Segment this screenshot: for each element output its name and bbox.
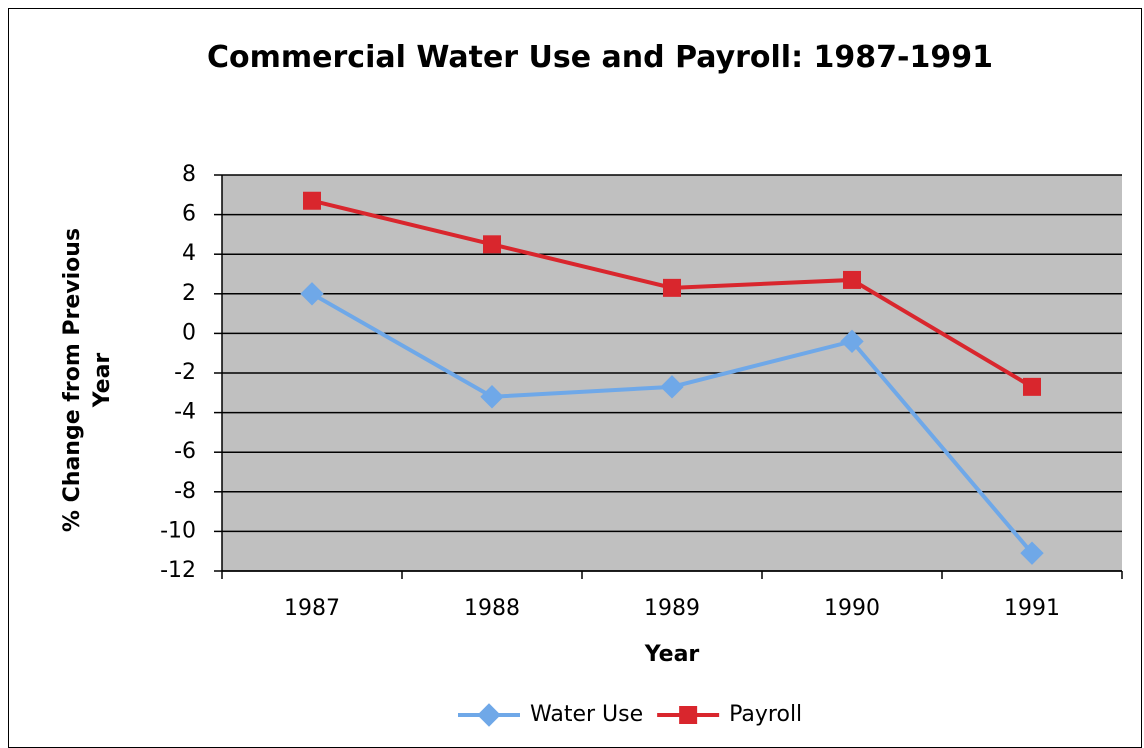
- data-point: [660, 375, 684, 399]
- data-point: [303, 191, 321, 210]
- y-tick-label: -6: [174, 439, 196, 464]
- data-point: [1020, 541, 1044, 565]
- y-tick-label: -2: [174, 360, 196, 385]
- y-tick-label: -10: [160, 518, 196, 543]
- x-tick-label: 1987: [284, 596, 340, 621]
- legend-marker: [679, 706, 698, 724]
- chart-title: Commercial Water Use and Payroll: 1987-1…: [207, 40, 993, 75]
- y-tick-label: 6: [182, 202, 196, 227]
- legend-label: Payroll: [729, 702, 802, 727]
- y-tick-label: -8: [174, 479, 196, 504]
- y-tick-label: 2: [182, 281, 196, 306]
- y-axis-label: % Change from Previous Year: [60, 227, 115, 533]
- x-tick-label: 1989: [644, 596, 700, 621]
- x-axis-label: Year: [644, 642, 700, 667]
- data-point: [843, 270, 861, 289]
- x-tick-label: 1991: [1004, 596, 1060, 621]
- legend-label: Water Use: [530, 702, 643, 727]
- data-point: [480, 385, 504, 409]
- data-point: [1023, 377, 1041, 396]
- data-point: [483, 235, 501, 254]
- data-point: [840, 329, 864, 354]
- data-point: [300, 282, 324, 306]
- legend-marker: [477, 703, 501, 727]
- y-tick-label: 8: [182, 162, 196, 187]
- data-point: [663, 278, 681, 297]
- y-tick-label: 0: [182, 320, 196, 345]
- y-tick-label: 4: [182, 241, 196, 266]
- x-tick-label: 1988: [464, 596, 520, 621]
- y-tick-label: -4: [174, 400, 196, 425]
- x-tick-label: 1990: [824, 596, 880, 621]
- y-tick-label: -12: [160, 558, 196, 583]
